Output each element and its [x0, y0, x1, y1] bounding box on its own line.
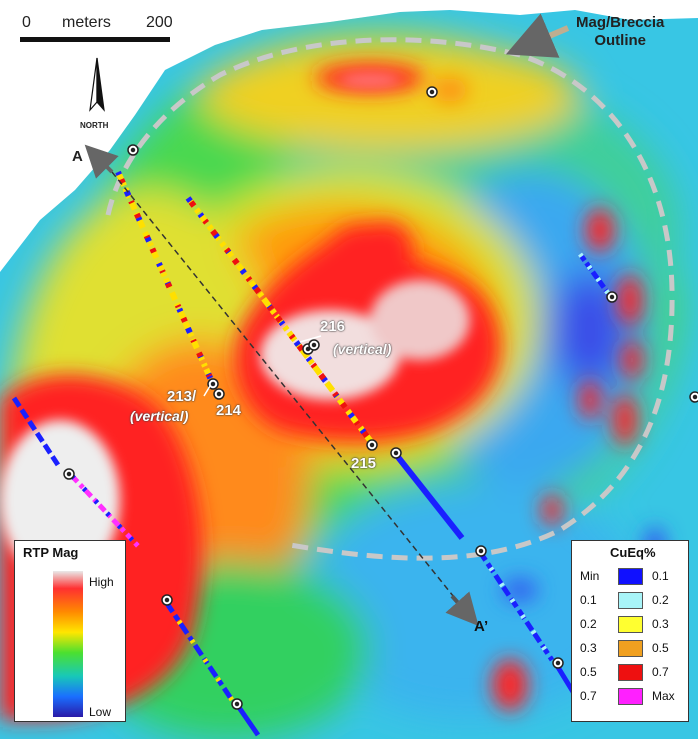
north-label: NORTH: [80, 121, 109, 130]
cueq-legend-title: CuEq%: [610, 545, 656, 560]
breccia-outline: [105, 37, 675, 561]
cueq-row-high: 0.7: [652, 665, 669, 679]
section-label-a-prime: A’: [474, 618, 489, 635]
rtp-legend-title: RTP Mag: [23, 545, 79, 560]
drillhole-label-214: 214: [216, 402, 242, 419]
cueq-row-low: 0.5: [580, 665, 597, 679]
drillhole-collars: [63, 86, 698, 710]
cueq-row-low: 0.7: [580, 689, 597, 703]
outline-label-line1: Mag/Breccia: [576, 14, 665, 31]
scale-start-label: 0: [22, 14, 31, 31]
rtp-legend-high: High: [89, 575, 114, 589]
cueq-row-high: 0.1: [652, 569, 669, 583]
rtp-legend-bar: [53, 571, 83, 717]
drillhole-label-215: 215: [351, 455, 377, 472]
cueq-row-swatch: [618, 568, 643, 585]
drillhole-traces: [11, 170, 613, 737]
section-arrow-a-prime: [445, 591, 479, 626]
cueq-legend: CuEq% Min 0.1 0.1 0.2 0.2 0.3 0.3 0.5 0.5 0.7 0.7 M…: [571, 540, 689, 722]
rtp-legend: RTP Mag High Low: [14, 540, 126, 722]
cueq-row-swatch: [618, 664, 643, 681]
outline-label: Mag/Breccia Outline: [576, 14, 664, 50]
drillhole-label-213: 213/: [167, 388, 197, 405]
cueq-row-swatch: [618, 592, 643, 609]
section-arrow-a: [84, 144, 119, 179]
cueq-row-low: 0.3: [580, 641, 597, 655]
drillhole-note-213: (vertical): [130, 408, 189, 424]
drillhole-note-216: (vertical): [333, 341, 392, 357]
drillhole-label-216: 216: [320, 318, 346, 335]
cueq-row-high: Max: [652, 689, 675, 703]
cueq-row-swatch: [618, 688, 643, 705]
cueq-row-high: 0.3: [652, 617, 669, 631]
cueq-row-low: Min: [580, 569, 600, 583]
cueq-row-high: 0.2: [652, 593, 669, 607]
scale-end-label: 200: [146, 14, 173, 31]
cueq-row-high: 0.5: [652, 641, 669, 655]
cueq-row-low: 0.2: [580, 617, 597, 631]
outline-pointer-arrow: [505, 13, 570, 58]
scale-bar: [20, 37, 170, 42]
scale-unit-label: meters: [62, 14, 111, 31]
cueq-row-low: 0.1: [580, 593, 597, 607]
cueq-row-swatch: [618, 640, 643, 657]
outline-label-line2: Outline: [594, 32, 647, 49]
section-label-a: A: [72, 148, 83, 165]
cueq-row-swatch: [618, 616, 643, 633]
rtp-legend-low: Low: [89, 705, 112, 719]
north-arrow-icon: [89, 57, 105, 112]
section-line: [111, 171, 467, 613]
